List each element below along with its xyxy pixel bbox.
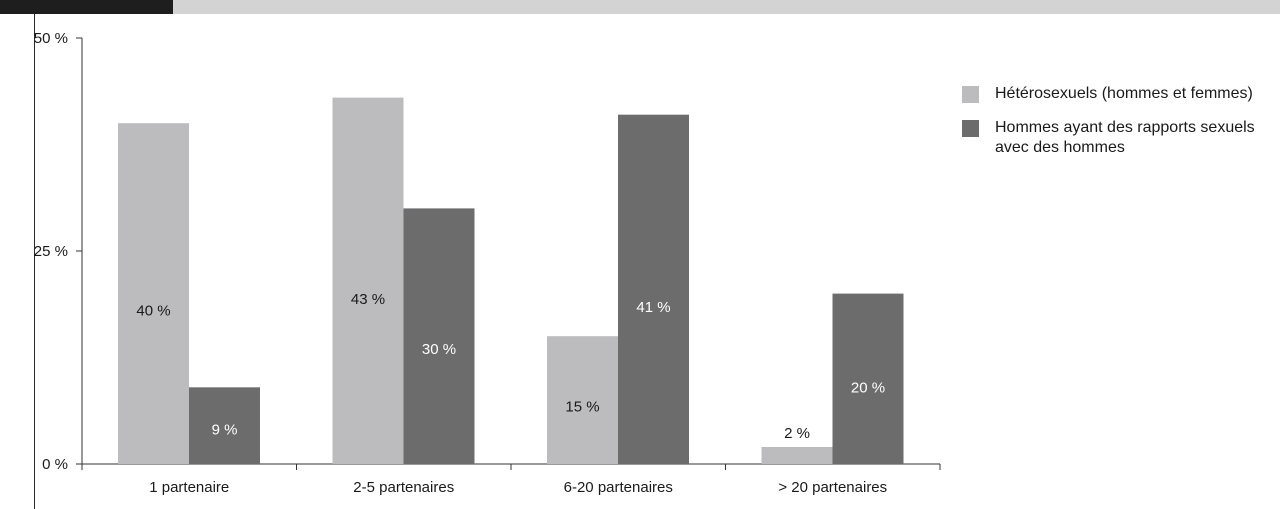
bar bbox=[332, 97, 404, 464]
bar bbox=[118, 123, 189, 464]
chart-legend: Hétérosexuels (hommes et femmes) Hommes … bbox=[962, 84, 1280, 172]
y-tick-label: 25 % bbox=[34, 243, 68, 260]
y-tick-label: 50 % bbox=[34, 30, 68, 47]
bar-value-label: 15 % bbox=[565, 398, 599, 415]
x-category-label: > 20 partenaires bbox=[778, 479, 887, 496]
bar bbox=[403, 208, 475, 464]
bar-value-label: 41 % bbox=[636, 299, 670, 316]
bar bbox=[547, 336, 618, 464]
bar-chart: 0 % 25 % 50 % 1 partenaire 2-5 partenaires 6-… bbox=[34, 30, 941, 496]
x-category-label: 6-20 partenaires bbox=[564, 479, 673, 496]
legend-swatch-hsh bbox=[962, 120, 979, 137]
header-bar-dark bbox=[0, 0, 173, 14]
x-category-label: 2-5 partenaires bbox=[353, 479, 454, 496]
bar-value-label: 2 % bbox=[784, 425, 810, 442]
bar-value-label: 9 % bbox=[212, 421, 238, 438]
bar-value-label: 43 % bbox=[351, 291, 385, 308]
bar bbox=[761, 446, 833, 464]
bar bbox=[189, 387, 260, 464]
legend-item-hsh: Hommes ayant des rapports sexuels avec d… bbox=[962, 118, 1280, 158]
y-tick-label: 0 % bbox=[42, 456, 68, 473]
bar bbox=[618, 114, 689, 465]
legend-swatch-heterosexuels bbox=[962, 86, 979, 103]
left-border-rule bbox=[34, 14, 35, 509]
header-bar-light bbox=[173, 0, 1280, 14]
bar bbox=[832, 293, 904, 464]
legend-label-hsh: Hommes ayant des rapports sexuels avec d… bbox=[995, 119, 1255, 156]
legend-label-heterosexuels: Hétérosexuels (hommes et femmes) bbox=[995, 85, 1253, 102]
bar-value-label: 30 % bbox=[422, 341, 456, 358]
bar-value-label: 20 % bbox=[851, 379, 885, 396]
bar-value-label: 40 % bbox=[136, 303, 170, 320]
legend-item-heterosexuels: Hétérosexuels (hommes et femmes) bbox=[962, 84, 1280, 104]
x-category-label: 1 partenaire bbox=[149, 479, 229, 496]
